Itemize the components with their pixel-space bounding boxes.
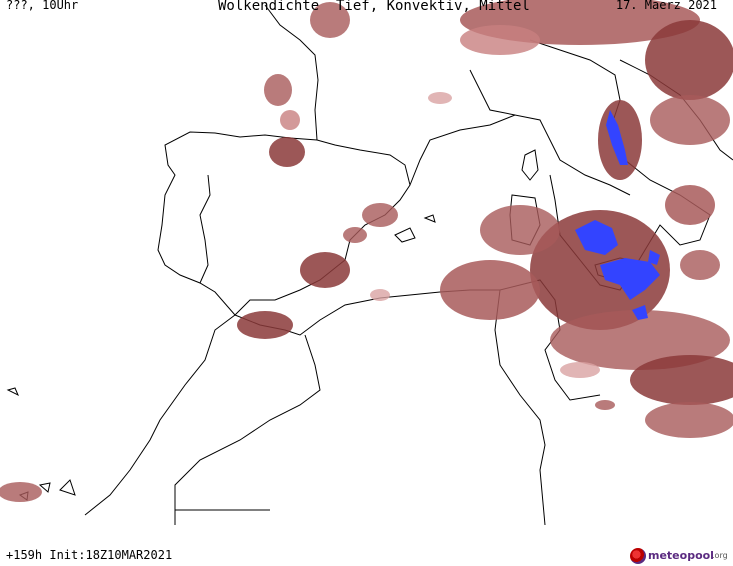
forecast-date: 17. Maerz 2021 [615,0,717,12]
cloud-areas [0,0,733,502]
brand-tld: .org [712,551,728,560]
meteopool-logo[interactable]: meteopool .org [630,546,733,566]
convective-cells [575,110,660,320]
brand-name: meteopool [648,549,714,562]
model-run-info: +159h Init:18Z10MAR2021 [6,548,173,562]
map-title: Wolkendichte Tief, Konvektiv, Mittel [218,0,530,14]
header-time-label: ???, 10Uhr [6,0,79,12]
globe-icon [630,548,646,564]
